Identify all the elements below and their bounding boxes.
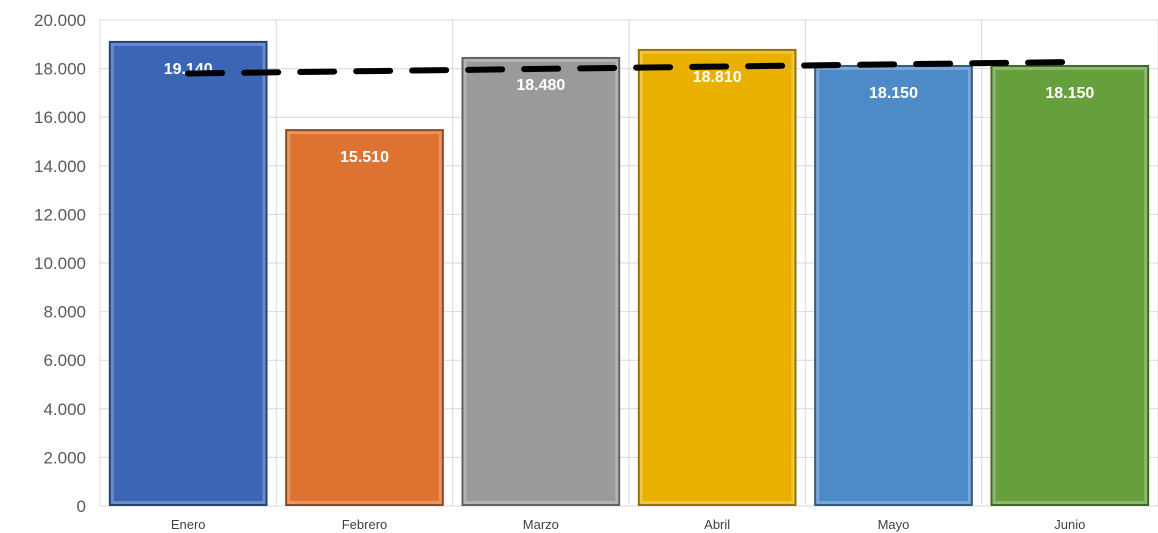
- bar-fill: [995, 69, 1145, 501]
- bar-marzo: [461, 56, 621, 506]
- data-label-mayo: 18.150: [869, 85, 918, 102]
- x-tick-label-febrero: Febrero: [342, 517, 388, 532]
- y-tick-label: 0: [77, 497, 86, 516]
- data-label-junio: 18.150: [1045, 85, 1094, 102]
- gridlines: [99, 19, 1158, 507]
- bar-febrero: [285, 129, 444, 506]
- data-label-marzo: 18.480: [516, 77, 565, 94]
- bars: [108, 40, 1150, 507]
- bar-fill: [642, 53, 792, 502]
- x-tick-label-marzo: Marzo: [523, 517, 559, 532]
- x-tick-label-enero: Enero: [171, 517, 206, 532]
- bar-fill: [819, 69, 968, 501]
- bar-fill: [290, 134, 439, 501]
- bar-fill: [466, 61, 616, 501]
- x-tick-label-abril: Abril: [704, 517, 730, 532]
- bar-enero: [108, 40, 268, 506]
- bar-abril: [637, 48, 797, 507]
- y-tick-label: 6.000: [43, 351, 86, 370]
- bar-junio: [990, 64, 1150, 506]
- data-label-febrero: 15.510: [340, 149, 389, 166]
- y-tick-label: 12.000: [34, 205, 86, 224]
- data-label-abril: 18.810: [693, 69, 742, 86]
- bar-fill: [113, 45, 263, 501]
- y-tick-label: 16.000: [34, 108, 86, 127]
- y-tick-label: 20.000: [34, 11, 86, 30]
- y-tick-label: 18.000: [34, 60, 86, 79]
- bar-mayo: [814, 64, 973, 506]
- y-tick-label: 2.000: [43, 448, 86, 467]
- y-tick-label: 4.000: [43, 400, 86, 419]
- y-tick-label: 10.000: [34, 254, 86, 273]
- x-tick-label-junio: Junio: [1054, 517, 1085, 532]
- trendline-dashed: [185, 59, 1073, 77]
- x-axis-tick-labels: Enero Febrero Marzo Abril Mayo Junio: [171, 517, 1086, 532]
- y-tick-label: 8.000: [43, 303, 86, 322]
- x-tick-label-mayo: Mayo: [878, 517, 910, 532]
- trendline: [185, 59, 1073, 77]
- y-tick-label: 14.000: [34, 157, 86, 176]
- y-axis-tick-labels: 0 2.000 4.000 6.000 8.000 10.000 12.000 14.000 1…: [34, 11, 86, 516]
